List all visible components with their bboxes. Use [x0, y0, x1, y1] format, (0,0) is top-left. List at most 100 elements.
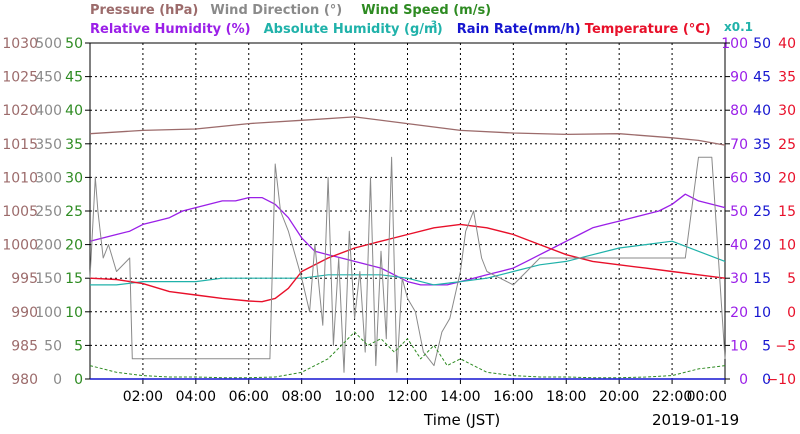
x-tick-label: 04:00	[176, 389, 216, 405]
tick-label-relative_humidity: 90	[730, 70, 748, 86]
tick-label-temperature: 5	[787, 271, 796, 287]
tick-label-wind_direction: 50	[44, 338, 62, 354]
tick-label-relative_humidity: 100	[721, 36, 748, 52]
tick-label-relative_humidity: 30	[730, 271, 748, 287]
tick-label-wind_direction: 0	[53, 372, 62, 388]
tick-label-rain_rate: 50	[753, 36, 771, 52]
tick-label-wind_speed: 30	[65, 170, 83, 186]
tick-label-temperature: 30	[778, 103, 796, 119]
series-line	[89, 116, 726, 146]
tick-label-wind_direction: 450	[35, 70, 62, 86]
tick-label-temperature: −10	[766, 372, 796, 388]
grid	[89, 42, 726, 380]
tick-label-wind_direction: 150	[35, 271, 62, 287]
legend-entry: Rain Rate(mm/h)	[457, 22, 581, 37]
tick-label-rain_rate: 45	[753, 70, 771, 86]
tick-label-rain_rate: 30	[753, 170, 771, 186]
tick-label-pressure: 990	[11, 305, 38, 321]
legend-entry: Relative Humidity (%)	[90, 22, 251, 37]
tick-label-wind_speed: 5	[74, 338, 83, 354]
date-label: 2019-01-19	[652, 411, 739, 429]
series-line	[90, 240, 726, 286]
right-axes: 0102030405060708090100051015202530354045…	[721, 36, 796, 388]
tick-label-rain_rate: 40	[753, 103, 771, 119]
tick-label-rain_rate: 15	[753, 271, 771, 287]
tick-label-pressure: 1015	[2, 137, 38, 153]
legend-entry: Absolute Humidity (g/m	[264, 22, 438, 37]
tick-label-wind_direction: 350	[35, 137, 62, 153]
series-line	[89, 193, 726, 286]
tick-label-wind_speed: 25	[65, 204, 83, 220]
tick-label-wind_speed: 35	[65, 137, 83, 153]
tick-label-wind_speed: 45	[65, 70, 83, 86]
legend-entry-sup: 3	[431, 20, 437, 30]
x-tick-label: 20:00	[599, 389, 639, 405]
tick-label-temperature: 0	[787, 305, 796, 321]
tick-label-relative_humidity: 40	[730, 238, 748, 254]
x-tick-label: 00:00	[687, 389, 727, 405]
tick-label-rain_rate: 35	[753, 137, 771, 153]
tick-label-rain_rate: 0	[762, 372, 771, 388]
tick-label-wind_direction: 500	[35, 36, 62, 52]
tick-label-wind_speed: 20	[65, 238, 83, 254]
tick-label-rain_rate: 5	[762, 338, 771, 354]
x-tick-label: 10:00	[334, 389, 374, 405]
tick-label-relative_humidity: 0	[739, 372, 748, 388]
tick-label-temperature: 15	[778, 204, 796, 220]
tick-label-pressure: 1000	[2, 238, 38, 254]
legend-entry: Wind Direction (°)	[210, 3, 342, 18]
tick-label-wind_speed: 10	[65, 305, 83, 321]
tick-label-temperature: 35	[778, 70, 796, 86]
tick-label-relative_humidity: 80	[730, 103, 748, 119]
tick-label-temperature: 40	[778, 36, 796, 52]
legend-multiplier: x0.1	[724, 20, 753, 34]
tick-label-wind_direction: 100	[35, 305, 62, 321]
tick-label-rain_rate: 20	[753, 238, 771, 254]
tick-label-pressure: 980	[11, 372, 38, 388]
legend-entry: Pressure (hPa)	[90, 3, 198, 18]
x-tick-label: 22:00	[652, 389, 692, 405]
tick-label-pressure: 1010	[2, 170, 38, 186]
tick-label-wind_speed: 0	[74, 372, 83, 388]
tick-label-rain_rate: 25	[753, 204, 771, 220]
legend: Pressure (hPa) Wind Direction (°) Wind Spe…	[90, 3, 753, 37]
legend-entry: Temperature (°C)	[585, 22, 711, 37]
legend-entry: Wind Speed (m/s)	[361, 3, 491, 18]
x-axis: 02:00 04:00 06:00 08:00 10:00 12:00 14:00 16:00…	[123, 379, 727, 405]
tick-label-relative_humidity: 10	[730, 338, 748, 354]
tick-label-pressure: 1020	[2, 103, 38, 119]
left-axes: 9809859909951000100510101015102010251030…	[2, 36, 90, 388]
x-tick-label: 18:00	[546, 389, 586, 405]
tick-label-pressure: 1025	[2, 70, 38, 86]
tick-label-relative_humidity: 50	[730, 204, 748, 220]
x-tick-label: 02:00	[123, 389, 163, 405]
tick-label-pressure: 985	[11, 338, 38, 354]
tick-label-temperature: 25	[778, 137, 796, 153]
tick-label-wind_speed: 50	[65, 36, 83, 52]
plot-area	[89, 116, 726, 380]
tick-label-pressure: 1005	[2, 204, 38, 220]
tick-label-wind_speed: 40	[65, 103, 83, 119]
tick-label-pressure: 995	[11, 271, 38, 287]
tick-label-rain_rate: 10	[753, 305, 771, 321]
tick-label-wind_direction: 200	[35, 238, 62, 254]
tick-label-relative_humidity: 20	[730, 305, 748, 321]
x-tick-label: 12:00	[387, 389, 427, 405]
series-line	[89, 156, 726, 373]
x-axis-label: Time (JST)	[423, 411, 500, 429]
tick-label-wind_direction: 300	[35, 170, 62, 186]
x-tick-label: 14:00	[440, 389, 480, 405]
legend-entry-close: )	[437, 22, 443, 37]
tick-label-temperature: 20	[778, 170, 796, 186]
tick-label-relative_humidity: 70	[730, 137, 748, 153]
series-line	[89, 223, 726, 303]
series-line	[89, 331, 726, 379]
tick-label-relative_humidity: 60	[730, 170, 748, 186]
tick-label-pressure: 1030	[2, 36, 38, 52]
tick-label-wind_direction: 250	[35, 204, 62, 220]
tick-label-wind_direction: 400	[35, 103, 62, 119]
x-tick-label: 06:00	[229, 389, 269, 405]
tick-label-temperature: −5	[775, 338, 796, 354]
x-tick-label: 16:00	[493, 389, 533, 405]
